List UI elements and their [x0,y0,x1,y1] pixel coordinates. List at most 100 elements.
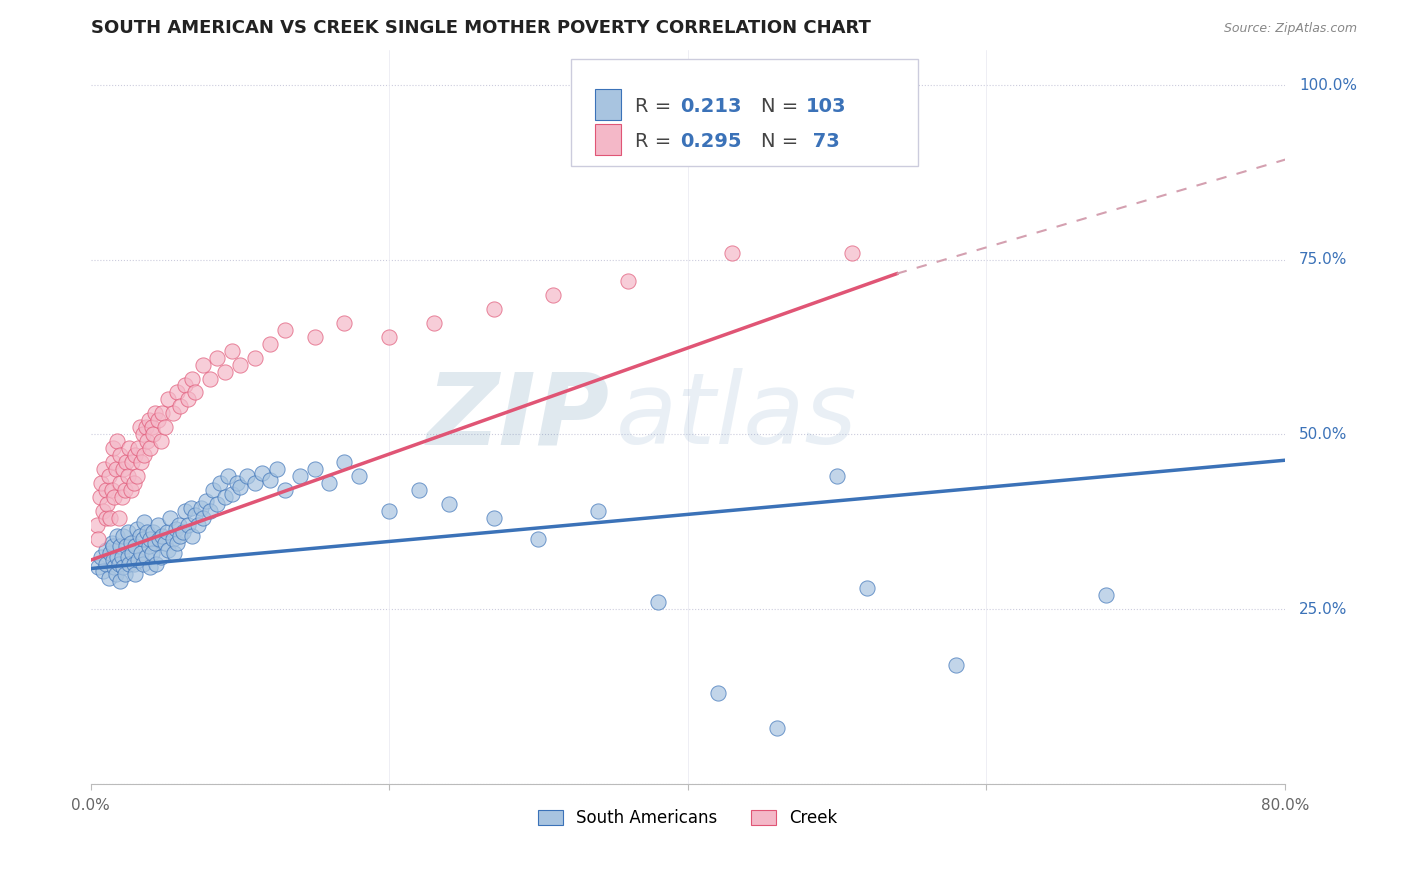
Point [149,434,172,449]
Point [101,442,124,456]
Text: 0.295: 0.295 [681,132,742,152]
Point [110,539,132,553]
Point [288,469,311,483]
Text: 100.0%: 100.0% [1299,78,1357,93]
Point [117,549,139,564]
Point [142,427,165,442]
Point [304,462,326,476]
Point [482,511,505,525]
Point [108,557,131,571]
Point [120,483,142,498]
Point [118,442,141,456]
Point [172,525,194,540]
Point [162,532,184,546]
Text: atlas: atlas [616,368,858,466]
Point [209,476,232,491]
Text: 0.213: 0.213 [681,97,742,116]
Point [176,518,198,533]
Point [136,525,159,540]
Point [125,522,148,536]
Point [91,504,114,518]
Point [157,542,180,557]
Point [187,518,209,533]
Point [191,358,214,372]
Point [202,483,225,498]
Point [110,574,132,588]
Point [132,427,155,442]
Point [101,539,124,553]
Point [115,539,138,553]
Point [157,392,180,407]
Text: 103: 103 [806,97,846,116]
Point [266,462,288,476]
Point [173,378,195,392]
Text: 73: 73 [806,132,839,152]
Point [131,455,153,469]
FancyBboxPatch shape [571,59,918,166]
Point [169,400,191,414]
Point [184,385,207,400]
Point [159,511,181,525]
Text: N =: N = [761,132,804,152]
Point [221,343,243,358]
Point [117,469,139,483]
Point [273,323,295,337]
Point [101,553,124,567]
Point [134,515,156,529]
Point [437,497,460,511]
Point [127,442,149,456]
Point [273,483,295,498]
Point [766,721,789,735]
Text: R =: R = [636,132,678,152]
Point [132,557,155,571]
Point [90,549,112,564]
Point [135,549,157,564]
Point [163,546,186,560]
Point [225,476,247,491]
Point [176,392,198,407]
Point [194,493,217,508]
Point [122,557,145,571]
Point [408,483,430,498]
Point [103,490,125,504]
Point [118,557,141,571]
Point [349,469,371,483]
Point [93,462,115,476]
Point [114,567,136,582]
Point [207,351,229,365]
Point [98,511,121,525]
Point [378,504,401,518]
Point [94,542,117,557]
Text: Source: ZipAtlas.com: Source: ZipAtlas.com [1223,22,1357,36]
Point [112,529,135,543]
Point [134,448,156,462]
Point [136,434,159,449]
Point [122,476,145,491]
Point [162,406,184,420]
Legend: South Americans, Creek: South Americans, Creek [538,809,838,827]
Point [142,525,165,540]
Point [121,455,143,469]
Text: N =: N = [761,97,804,116]
Point [125,469,148,483]
Point [117,525,139,540]
FancyBboxPatch shape [595,124,621,155]
Point [107,529,129,543]
Point [150,406,173,420]
Point [221,487,243,501]
Point [89,490,111,504]
Point [318,476,340,491]
Point [229,358,252,372]
Point [146,518,169,533]
Point [96,497,118,511]
Point [112,560,135,574]
Point [214,490,236,504]
Point [104,462,127,476]
Point [112,462,135,476]
Point [114,483,136,498]
Text: 75.0%: 75.0% [1299,252,1347,268]
Point [104,567,127,582]
Point [304,329,326,343]
Point [165,522,187,536]
Point [217,469,239,483]
